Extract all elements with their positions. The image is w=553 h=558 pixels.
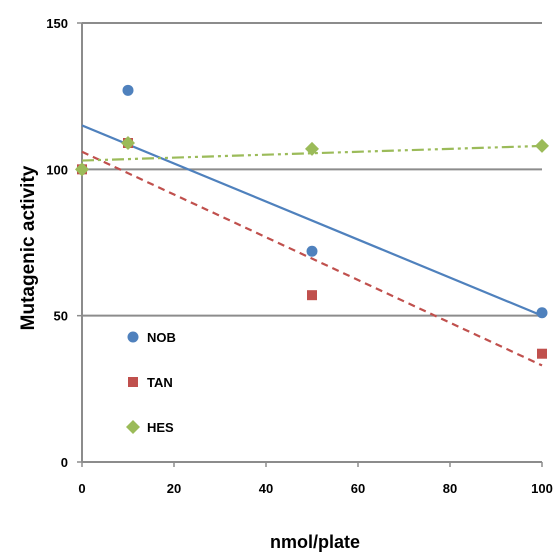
axes <box>77 22 543 467</box>
hes-point <box>535 138 549 153</box>
trend-lines <box>81 124 543 367</box>
hes-legend-label: HES <box>147 420 174 435</box>
hes-point <box>121 135 135 150</box>
y-axis-title: Mutagenic activity <box>18 165 39 330</box>
x-tick-label: 80 <box>443 481 457 496</box>
gridlines <box>82 22 542 317</box>
x-tick-label: 0 <box>78 481 85 496</box>
x-tick-label: 40 <box>259 481 273 496</box>
y-tick-label: 0 <box>61 455 68 470</box>
x-tick-label: 100 <box>531 481 553 496</box>
y-tick-label: 50 <box>54 309 68 324</box>
hes-point <box>75 162 89 177</box>
tan-point <box>307 290 317 301</box>
nob-legend-label: NOB <box>147 330 176 345</box>
x-tick-label: 20 <box>167 481 181 496</box>
tan-legend-marker <box>128 377 138 387</box>
nob-point <box>122 84 134 96</box>
nob-point <box>536 307 548 319</box>
y-tick-label: 150 <box>46 16 68 31</box>
tick-labels: 0 50 100 150 0 20 40 60 80 100 <box>46 16 553 496</box>
hes-point <box>305 141 319 156</box>
tan-legend-label: TAN <box>147 375 173 390</box>
tan-trend-line <box>81 150 543 367</box>
y-tick-label: 100 <box>46 162 68 177</box>
hes-legend-marker <box>126 420 140 434</box>
x-axis-title: nmol/plate <box>270 532 360 552</box>
x-tick-label: 60 <box>351 481 365 496</box>
nob-point <box>306 245 318 257</box>
data-points <box>75 84 549 359</box>
nob-legend-marker <box>127 331 139 343</box>
hes-trend-line <box>81 144 543 162</box>
tan-point <box>537 348 547 359</box>
legend: NOB TAN HES <box>126 330 176 435</box>
